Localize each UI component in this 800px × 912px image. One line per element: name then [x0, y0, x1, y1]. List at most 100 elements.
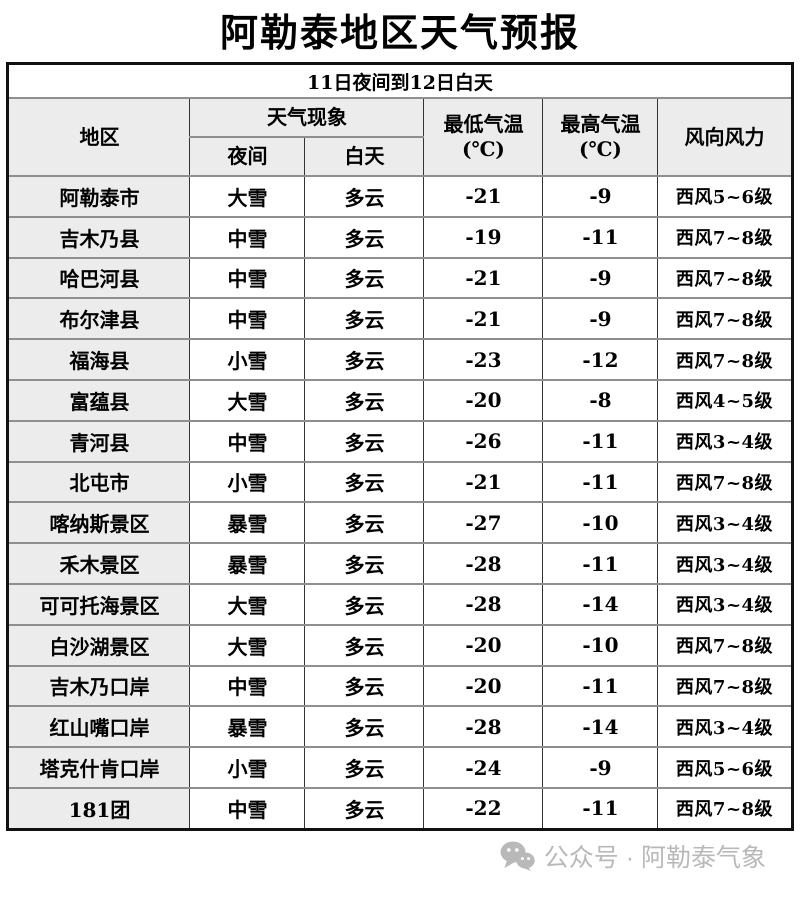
day-weather-cell: 多云	[304, 664, 425, 708]
day-weather-cell: 多云	[304, 786, 425, 831]
day-weather-cell: 多云	[304, 582, 425, 626]
night-weather-cell: 大雪	[189, 582, 306, 626]
max-temp-cell: -9	[542, 297, 659, 341]
max-temp-cell: -10	[542, 501, 659, 545]
night-weather-cell: 中雪	[189, 419, 306, 463]
wind-cell: 西风3~4级	[657, 705, 793, 749]
header-max-temp: 最高气温 (℃)	[542, 97, 659, 177]
wind-cell: 西风7~8级	[657, 297, 793, 341]
region-cell: 青河县	[7, 419, 191, 463]
day-weather-cell: 多云	[304, 705, 425, 749]
day-weather-cell: 多云	[304, 297, 425, 341]
header-row-top: 地区 天气现象 最低气温 (℃) 最高气温 (℃) 风向风力	[7, 97, 793, 177]
region-cell: 阿勒泰市	[7, 175, 191, 218]
header-region: 地区	[7, 97, 191, 177]
table-row: 可可托海景区 大雪 多云 -28 -14 西风3~4级	[7, 582, 793, 626]
region-cell: 红山嘴口岸	[7, 705, 191, 749]
day-weather-cell: 多云	[304, 175, 425, 218]
header-day: 白天	[304, 136, 425, 177]
day-weather-cell: 多云	[304, 338, 425, 381]
watermark-text: 公众号 · 阿勒泰气象	[543, 843, 766, 872]
night-weather-cell: 中雪	[189, 786, 306, 831]
max-temp-cell: -12	[542, 338, 659, 381]
header-weather: 天气现象	[189, 97, 425, 138]
wind-cell: 西风5~6级	[657, 175, 793, 218]
max-temp-cell: -11	[542, 664, 659, 708]
region-cell: 福海县	[7, 338, 191, 381]
wechat-icon	[500, 841, 535, 871]
table-row: 吉木乃县 中雪 多云 -19 -11 西风7~8级	[7, 215, 793, 259]
max-temp-cell: -9	[542, 256, 659, 300]
header-wind: 风向风力	[657, 97, 793, 177]
min-temp-cell: -21	[423, 256, 544, 300]
day-weather-cell: 多云	[304, 215, 425, 259]
region-cell: 禾木景区	[7, 542, 191, 585]
max-temp-cell: -11	[542, 786, 659, 831]
night-weather-cell: 暴雪	[189, 705, 306, 749]
table-row: 吉木乃口岸 中雪 多云 -20 -11 西风7~8级	[7, 664, 793, 708]
header-min-temp: 最低气温 (℃)	[423, 97, 544, 177]
table-row: 喀纳斯景区 暴雪 多云 -27 -10 西风3~4级	[7, 501, 793, 545]
watermark: 公众号 · 阿勒泰气象	[0, 838, 800, 874]
wind-cell: 西风7~8级	[657, 215, 793, 259]
max-temp-cell: -11	[542, 419, 659, 463]
table-row: 禾木景区 暴雪 多云 -28 -11 西风3~4级	[7, 542, 793, 585]
table-row: 红山嘴口岸 暴雪 多云 -28 -14 西风3~4级	[7, 705, 793, 749]
min-temp-cell: -22	[423, 786, 544, 831]
min-temp-cell: -20	[423, 664, 544, 708]
night-weather-cell: 大雪	[189, 175, 306, 218]
night-weather-cell: 中雪	[189, 664, 306, 708]
wind-cell: 西风4~5级	[657, 378, 793, 422]
table-row: 181团 中雪 多云 -22 -11 西风7~8级	[7, 786, 793, 831]
header-min-temp-unit: (℃)	[462, 137, 505, 161]
max-temp-cell: -8	[542, 378, 659, 422]
max-temp-cell: -14	[542, 705, 659, 749]
header-min-temp-label: 最低气温	[443, 112, 524, 136]
max-temp-cell: -9	[542, 746, 659, 789]
max-temp-cell: -11	[542, 542, 659, 585]
table-row: 哈巴河县 中雪 多云 -21 -9 西风7~8级	[7, 256, 793, 300]
min-temp-cell: -19	[423, 215, 544, 259]
page-title: 阿勒泰地区天气预报	[219, 10, 580, 55]
min-temp-cell: -21	[423, 175, 544, 218]
night-weather-cell: 中雪	[189, 297, 306, 341]
region-cell: 181团	[7, 786, 191, 831]
night-weather-cell: 大雪	[189, 378, 306, 422]
min-temp-cell: -28	[423, 542, 544, 585]
region-cell: 哈巴河县	[7, 256, 191, 300]
table-row: 富蕴县 大雪 多云 -20 -8 西风4~5级	[7, 378, 793, 422]
region-cell: 北屯市	[7, 460, 191, 504]
max-temp-cell: -14	[542, 582, 659, 626]
min-temp-cell: -28	[423, 582, 544, 626]
wind-cell: 西风7~8级	[657, 786, 793, 831]
wind-cell: 西风7~8级	[657, 256, 793, 300]
min-temp-cell: -23	[423, 338, 544, 381]
wind-cell: 西风3~4级	[657, 582, 793, 626]
min-temp-cell: -20	[423, 623, 544, 667]
forecast-table-body: 阿勒泰市 大雪 多云 -21 -9 西风5~6级 吉木乃县 中雪 多云 -19 …	[7, 175, 793, 831]
night-weather-cell: 暴雪	[189, 501, 306, 545]
forecast-period-row: 11日夜间到12日白天	[7, 62, 793, 99]
night-weather-cell: 中雪	[189, 215, 306, 259]
region-cell: 吉木乃口岸	[7, 664, 191, 708]
table-row: 白沙湖景区 大雪 多云 -20 -10 西风7~8级	[7, 623, 793, 667]
min-temp-cell: -21	[423, 297, 544, 341]
wind-cell: 西风7~8级	[657, 664, 793, 708]
wind-cell: 西风3~4级	[657, 542, 793, 585]
header-row-sub: 夜间 白天	[8, 136, 792, 177]
wind-cell: 西风5~6级	[657, 746, 793, 789]
min-temp-cell: -27	[423, 501, 544, 545]
header-max-temp-label: 最高气温	[560, 112, 641, 136]
day-weather-cell: 多云	[304, 542, 425, 585]
max-temp-cell: -10	[542, 623, 659, 667]
night-weather-cell: 小雪	[189, 746, 306, 789]
min-temp-cell: -26	[423, 419, 544, 463]
region-cell: 可可托海景区	[7, 582, 191, 626]
forecast-table: 11日夜间到12日白天 地区 天气现象 最低气温 (℃) 最高气温 (℃) 风向风力…	[6, 62, 794, 831]
table-row: 塔克什肯口岸 小雪 多云 -24 -9 西风5~6级	[7, 746, 793, 789]
day-weather-cell: 多云	[304, 623, 425, 667]
wind-cell: 西风7~8级	[657, 460, 793, 504]
region-cell: 白沙湖景区	[7, 623, 191, 667]
table-row: 青河县 中雪 多云 -26 -11 西风3~4级	[7, 419, 793, 463]
table-row: 福海县 小雪 多云 -23 -12 西风7~8级	[7, 338, 793, 381]
